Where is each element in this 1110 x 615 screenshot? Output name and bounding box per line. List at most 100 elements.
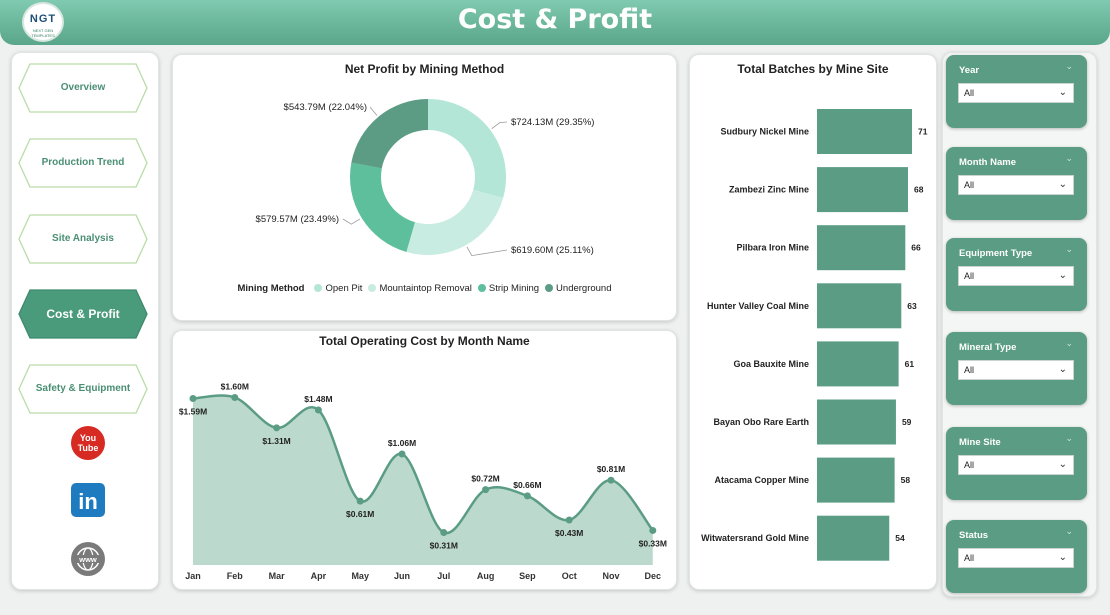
slicer-dropdown[interactable]: All ⌄	[958, 360, 1074, 380]
legend-item-mountaintop-removal[interactable]: Mountaintop Removal	[368, 283, 472, 294]
bar-data-label: 68	[914, 185, 924, 195]
chevron-down-icon[interactable]: ⌄	[1065, 433, 1073, 443]
donut-leader-line	[370, 106, 378, 116]
legend-item-strip-mining[interactable]: Strip Mining	[477, 283, 539, 294]
chevron-down-icon[interactable]: ⌄	[1065, 61, 1073, 71]
area-point[interactable]	[314, 406, 322, 414]
slicer-dropdown[interactable]: All ⌄	[958, 83, 1074, 103]
bar-goa-bauxite-mine[interactable]	[817, 341, 899, 387]
bar-data-label: 54	[895, 533, 905, 543]
x-tick-label: Feb	[227, 571, 244, 581]
area-point[interactable]	[649, 526, 657, 534]
bar-witwatersrand-gold-mine[interactable]	[817, 515, 890, 561]
chevron-down-icon[interactable]: ⌄	[1065, 244, 1073, 254]
area-point[interactable]	[189, 395, 197, 403]
header-bar: NGT NEXT GEN TEMPLATES Cost & Profit	[0, 0, 1110, 45]
slicer-value: All	[964, 271, 975, 281]
bar-zambezi-zinc-mine[interactable]	[817, 167, 908, 213]
donut-slice-open-pit[interactable]	[428, 99, 506, 199]
y-tick-label: Sudbury Nickel Mine	[720, 127, 809, 137]
bar-data-label: 71	[918, 127, 928, 137]
nav-overview[interactable]: Overview	[18, 63, 148, 113]
dropdown-arrow-icon: ⌄	[1058, 270, 1067, 281]
area-data-label: $1.60M	[221, 381, 249, 391]
x-tick-label: Oct	[562, 571, 577, 581]
slicer-year: Year ⌄ All ⌄	[946, 55, 1087, 128]
area-data-label: $0.43M	[555, 528, 583, 538]
svg-text:www: www	[78, 555, 97, 564]
bar-sudbury-nickel-mine[interactable]	[817, 109, 912, 154]
x-tick-label: Jun	[394, 571, 410, 581]
chevron-down-icon[interactable]: ⌄	[1065, 338, 1073, 348]
area-point[interactable]	[607, 476, 615, 484]
svg-text:You: You	[80, 433, 96, 443]
slicer-value: All	[964, 460, 975, 470]
slicer-month-name: Month Name ⌄ All ⌄	[946, 147, 1087, 220]
area-data-label: $0.81M	[597, 464, 625, 474]
nav-safety-equipment[interactable]: Safety & Equipment	[18, 364, 148, 414]
svg-text:Tube: Tube	[78, 443, 99, 453]
nav-label: Production Trend	[41, 157, 125, 168]
slicer-mine-site: Mine Site ⌄ All ⌄	[946, 427, 1087, 500]
area-data-label: $1.48M	[304, 394, 332, 404]
slicer-dropdown[interactable]: All ⌄	[958, 266, 1074, 286]
donut-slice-mountaintop-removal[interactable]	[406, 189, 504, 255]
slicer-label: Mineral Type	[959, 342, 1017, 353]
nav-production-trend[interactable]: Production Trend	[18, 138, 148, 188]
bar-hunter-valley-coal-mine[interactable]	[817, 283, 902, 329]
nav-cost-profit[interactable]: Cost & Profit	[18, 289, 148, 339]
x-tick-label: May	[351, 571, 369, 581]
area-data-label: $1.31M	[262, 436, 290, 446]
slicer-dropdown[interactable]: All ⌄	[958, 175, 1074, 195]
slicer-value: All	[964, 88, 975, 98]
area-data-label: $0.33M	[639, 538, 667, 548]
area-data-label: $0.31M	[430, 541, 458, 551]
bar-bayan-obo-rare-earth[interactable]	[817, 399, 896, 445]
donut-leader-line	[491, 121, 508, 129]
chevron-down-icon[interactable]: ⌄	[1065, 526, 1073, 536]
y-tick-label: Bayan Obo Rare Earth	[713, 417, 809, 427]
area-point[interactable]	[482, 486, 490, 494]
legend-item-open-pit[interactable]: Open Pit	[314, 283, 362, 294]
donut-data-label: $619.60M (25.11%)	[511, 245, 594, 256]
area-point[interactable]	[356, 497, 364, 505]
bar-pilbara-iron-mine[interactable]	[817, 225, 906, 271]
brand-logo[interactable]: NGT NEXT GEN TEMPLATES	[22, 2, 64, 42]
slicer-dropdown[interactable]: All ⌄	[958, 455, 1074, 475]
chevron-down-icon[interactable]: ⌄	[1065, 153, 1073, 163]
area-point[interactable]	[440, 529, 448, 537]
dropdown-arrow-icon: ⌄	[1058, 179, 1067, 190]
area-data-label: $1.06M	[388, 438, 416, 448]
nav-label: Site Analysis	[52, 233, 114, 244]
bar-data-label: 59	[902, 417, 912, 427]
slicer-dropdown[interactable]: All ⌄	[958, 548, 1074, 568]
linkedin-icon[interactable]: in	[70, 482, 106, 518]
area-point[interactable]	[398, 450, 406, 458]
donut-slice-strip-mining[interactable]	[350, 162, 415, 252]
slicer-label: Equipment Type	[959, 248, 1033, 259]
bar-title: Total Batches by Mine Site	[737, 62, 889, 76]
area-point[interactable]	[565, 516, 573, 524]
slicer-status: Status ⌄ All ⌄	[946, 520, 1087, 593]
area-point[interactable]	[231, 393, 239, 401]
donut-leader-line	[466, 246, 508, 257]
youtube-icon[interactable]: You Tube	[70, 425, 106, 461]
bar-chart: Sudbury Nickel Mine 71 Zambezi Zinc Mine 68…	[701, 109, 928, 561]
area-fill	[193, 395, 653, 565]
legend-item-underground[interactable]: Underground	[545, 283, 612, 294]
bar-data-label: 63	[907, 301, 917, 311]
dropdown-arrow-icon: ⌄	[1058, 87, 1067, 98]
x-tick-label: Apr	[311, 571, 327, 581]
donut-slice-underground[interactable]	[351, 99, 428, 169]
donut-data-label: $724.13M (29.35%)	[511, 117, 594, 128]
legend-title: Mining Method	[237, 283, 305, 294]
website-icon[interactable]: www	[70, 541, 106, 577]
slicer-label: Year	[959, 65, 980, 76]
area-point[interactable]	[523, 492, 531, 500]
page-title: Cost & Profit	[457, 4, 653, 35]
nav-site-analysis[interactable]: Site Analysis	[18, 214, 148, 264]
bar-atacama-copper-mine[interactable]	[817, 457, 895, 503]
slicer-label: Status	[959, 530, 989, 541]
slicer-label: Mine Site	[959, 437, 1001, 448]
area-point[interactable]	[273, 424, 281, 432]
